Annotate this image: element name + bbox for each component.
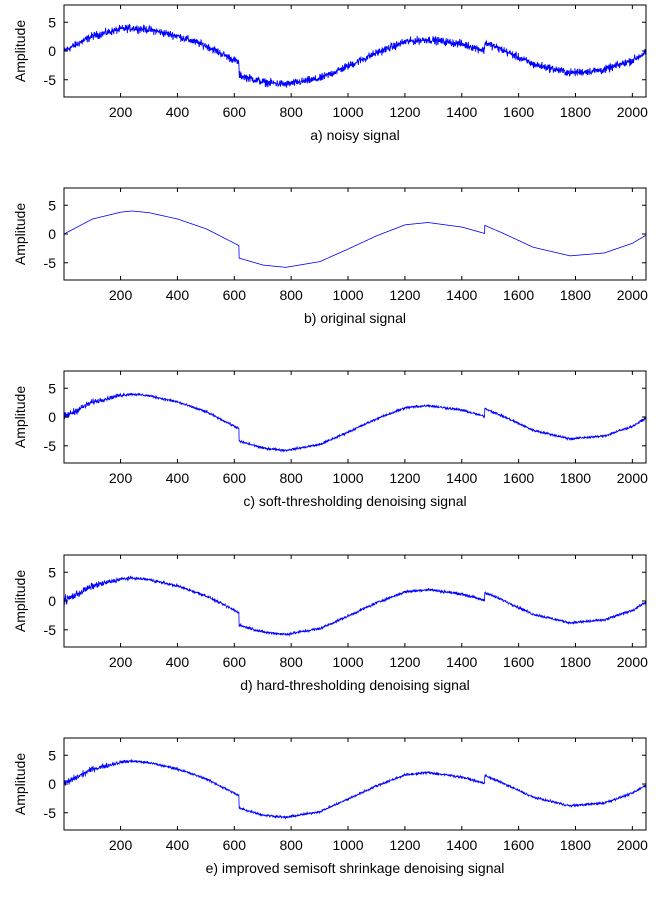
y-tick-label: -5: [44, 72, 57, 88]
subplot-caption: d) hard-thresholding denoising signal: [240, 677, 470, 693]
x-tick-label: 1600: [503, 837, 534, 853]
x-tick-label: 800: [279, 287, 303, 303]
x-tick-label: 200: [109, 287, 133, 303]
y-tick-label: 5: [48, 747, 56, 763]
y-tick-label: 5: [48, 197, 56, 213]
signal-line: [64, 575, 646, 638]
subplot-caption: c) soft-thresholding denoising signal: [243, 493, 466, 509]
subplot-2: 200 400 600 800 1000 1200 1400 1600 1800 2000 -5 0 5…: [12, 187, 648, 326]
x-tick-label: 1200: [389, 287, 420, 303]
axes-box: [63, 4, 647, 98]
axes-box: [63, 370, 647, 464]
x-tick-label: 1600: [503, 104, 534, 120]
x-tick-label: 1200: [389, 104, 420, 120]
x-tick-label: 1200: [389, 470, 420, 486]
x-tick-label: 1000: [332, 837, 363, 853]
x-tick-label: 1400: [446, 837, 477, 853]
y-tick-label: 0: [48, 776, 56, 792]
y-axis-label: Amplitude: [12, 386, 28, 448]
x-tick-label: 1800: [560, 837, 591, 853]
y-tick-label: 0: [48, 43, 56, 59]
x-tick-label: 1800: [560, 470, 591, 486]
x-tick-label: 1800: [560, 287, 591, 303]
x-tick-label: 1800: [560, 104, 591, 120]
x-tick-label: 1200: [389, 654, 420, 670]
x-tick-label: 800: [279, 470, 303, 486]
x-tick-label: 2000: [617, 104, 648, 120]
x-tick-label: 2000: [617, 837, 648, 853]
x-tick-label: 1400: [446, 104, 477, 120]
x-tick-label: 2000: [617, 287, 648, 303]
y-tick-label: 5: [48, 380, 56, 396]
y-tick-label: 0: [48, 226, 56, 242]
y-axis-label: Amplitude: [12, 20, 28, 82]
x-tick-label: 1600: [503, 287, 534, 303]
x-tick-label: 600: [223, 287, 247, 303]
x-tick-label: 600: [223, 654, 247, 670]
subplot-4: 200 400 600 800 1000 1200 1400 1600 1800 2000 -5 0 5…: [12, 554, 648, 693]
x-tick-label: 1000: [332, 654, 363, 670]
x-tick-label: 2000: [617, 654, 648, 670]
x-tick-label: 400: [166, 837, 190, 853]
axes-box: [63, 187, 647, 281]
y-tick-label: -5: [44, 438, 57, 454]
y-tick-label: -5: [44, 255, 57, 271]
x-tick-label: 400: [166, 470, 190, 486]
subplot-caption: e) improved semisoft shrinkage denoising…: [206, 860, 505, 876]
x-tick-label: 600: [223, 470, 247, 486]
x-tick-label: 600: [223, 104, 247, 120]
signal-line: [64, 392, 646, 453]
x-tick-label: 400: [166, 654, 190, 670]
x-tick-label: 800: [279, 654, 303, 670]
y-tick-label: 5: [48, 564, 56, 580]
y-tick-label: 5: [48, 14, 56, 30]
x-tick-label: 1000: [332, 287, 363, 303]
axes-box: [63, 554, 647, 648]
x-tick-label: 200: [109, 104, 133, 120]
subplot-5: 200 400 600 800 1000 1200 1400 1600 1800 2000 -5 0 5…: [12, 737, 648, 876]
x-tick-label: 200: [109, 654, 133, 670]
subplot-caption: a) noisy signal: [310, 127, 400, 143]
subplot-3: 200 400 600 800 1000 1200 1400 1600 1800 2000 -5 0 5…: [12, 370, 648, 509]
x-tick-label: 1200: [389, 837, 420, 853]
signal-line: [64, 758, 646, 820]
x-tick-label: 400: [166, 104, 190, 120]
y-axis-label: Amplitude: [12, 753, 28, 815]
y-tick-label: -5: [44, 622, 57, 638]
x-tick-label: 1400: [446, 470, 477, 486]
x-tick-label: 800: [279, 104, 303, 120]
x-tick-label: 1000: [332, 104, 363, 120]
x-tick-label: 800: [279, 837, 303, 853]
x-tick-label: 2000: [617, 470, 648, 486]
axes-box: [63, 737, 647, 831]
x-tick-label: 1600: [503, 470, 534, 486]
y-axis-label: Amplitude: [12, 570, 28, 632]
x-tick-label: 200: [109, 470, 133, 486]
y-tick-label: -5: [44, 805, 57, 821]
x-tick-label: 1400: [446, 654, 477, 670]
signal-line: [64, 23, 646, 88]
y-axis-label: Amplitude: [12, 203, 28, 265]
x-tick-label: 1600: [503, 654, 534, 670]
subplot-1: 200 400 600 800 1000 1200 1400 1600 1800 2000 -5 0 5…: [12, 4, 648, 143]
x-tick-label: 1000: [332, 470, 363, 486]
x-tick-label: 1400: [446, 287, 477, 303]
signal-line: [64, 210, 646, 268]
x-tick-label: 1800: [560, 654, 591, 670]
y-tick-label: 0: [48, 409, 56, 425]
x-tick-label: 600: [223, 837, 247, 853]
subplot-caption: b) original signal: [304, 310, 406, 326]
x-tick-label: 400: [166, 287, 190, 303]
x-tick-label: 200: [109, 837, 133, 853]
y-tick-label: 0: [48, 593, 56, 609]
